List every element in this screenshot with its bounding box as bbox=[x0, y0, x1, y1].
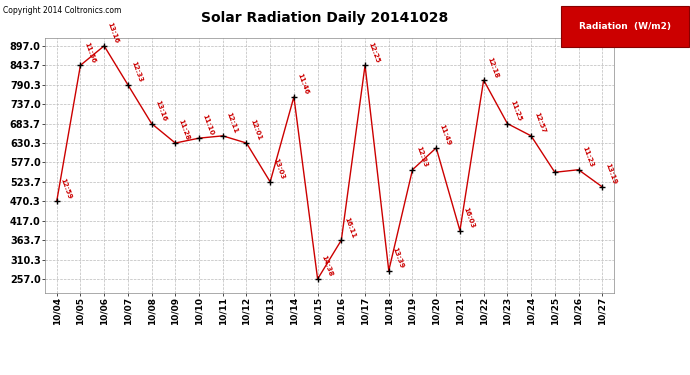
Text: 13:19: 13:19 bbox=[604, 162, 618, 185]
Text: 12:18: 12:18 bbox=[486, 56, 500, 79]
Text: Radiation  (W/m2): Radiation (W/m2) bbox=[579, 22, 671, 31]
Text: 11:28: 11:28 bbox=[177, 119, 191, 142]
Text: 12:33: 12:33 bbox=[130, 60, 144, 83]
Text: 12:33: 12:33 bbox=[415, 146, 428, 168]
Text: 12:57: 12:57 bbox=[533, 112, 546, 134]
Text: 12:25: 12:25 bbox=[367, 41, 381, 64]
Text: 13:16: 13:16 bbox=[106, 22, 120, 44]
Text: 13:16: 13:16 bbox=[154, 99, 167, 122]
Text: 11:23: 11:23 bbox=[581, 146, 594, 168]
Text: 16:11: 16:11 bbox=[344, 216, 357, 239]
Text: 12:59: 12:59 bbox=[59, 177, 72, 200]
Text: 16:03: 16:03 bbox=[462, 206, 475, 229]
Text: 12:11: 12:11 bbox=[225, 111, 238, 134]
Text: 14:38: 14:38 bbox=[320, 255, 333, 278]
Text: 11:10: 11:10 bbox=[201, 114, 215, 137]
Text: 11:49: 11:49 bbox=[439, 123, 452, 146]
Text: Copyright 2014 Coltronics.com: Copyright 2014 Coltronics.com bbox=[3, 6, 122, 15]
Text: 12:01: 12:01 bbox=[249, 119, 262, 142]
Text: Solar Radiation Daily 20141028: Solar Radiation Daily 20141028 bbox=[201, 11, 448, 25]
Text: 11:25: 11:25 bbox=[510, 99, 523, 122]
Text: 11:56: 11:56 bbox=[83, 41, 96, 64]
Text: 11:46: 11:46 bbox=[296, 72, 310, 95]
Text: 13:03: 13:03 bbox=[273, 158, 286, 180]
Text: 13:39: 13:39 bbox=[391, 246, 404, 269]
